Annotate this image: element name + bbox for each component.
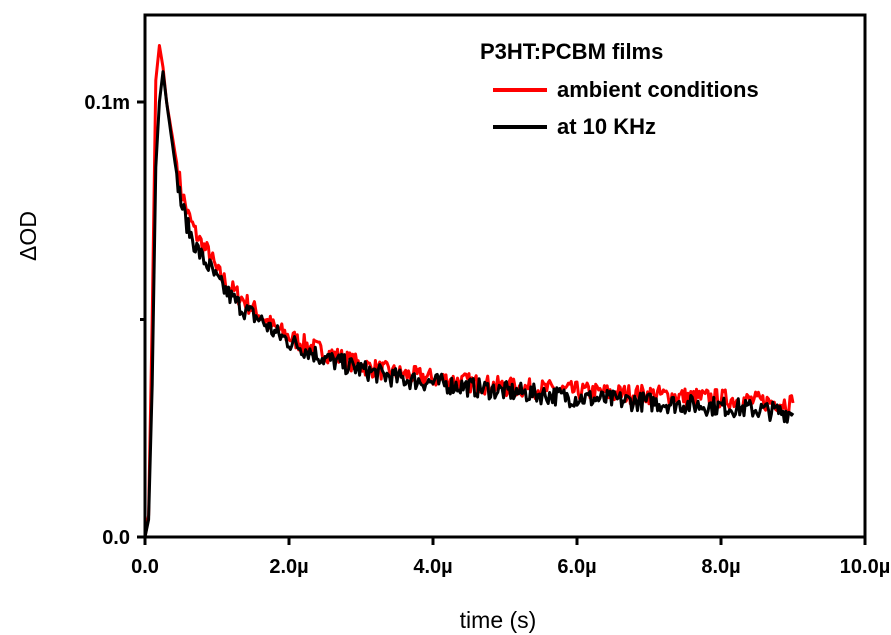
plot-area bbox=[143, 44, 795, 538]
x-tick-label-0: 0.0 bbox=[131, 556, 159, 578]
y-tick-label-0: 0.0 bbox=[102, 527, 130, 549]
legend: P3HT:PCBM films ambient conditions at 10… bbox=[480, 39, 759, 139]
x-tick-label-3: 6.0µ bbox=[557, 556, 596, 578]
legend-title: P3HT:PCBM films bbox=[480, 39, 663, 64]
axes bbox=[143, 13, 867, 539]
legend-label-ambient: ambient conditions bbox=[557, 77, 759, 102]
series-line-0 bbox=[143, 44, 795, 538]
legend-label-10khz: at 10 KHz bbox=[557, 114, 656, 139]
x-tick-label-1: 2.0µ bbox=[269, 556, 308, 578]
plot-frame bbox=[143, 13, 867, 539]
x-tick-label-4: 8.0µ bbox=[701, 556, 740, 578]
y-tick-label-1: 0.1m bbox=[84, 92, 130, 114]
x-axis-label: time (s) bbox=[460, 607, 537, 633]
x-tick-label-5: 10.0µ bbox=[840, 556, 890, 578]
x-tick-label-2: 4.0µ bbox=[413, 556, 452, 578]
series-line-1 bbox=[143, 70, 795, 538]
y-axis-label: ΔOD bbox=[15, 211, 41, 261]
ticks: 0.0 2.0µ 4.0µ 6.0µ 8.0µ 10.0µ 0.0 0.1m bbox=[84, 92, 890, 578]
